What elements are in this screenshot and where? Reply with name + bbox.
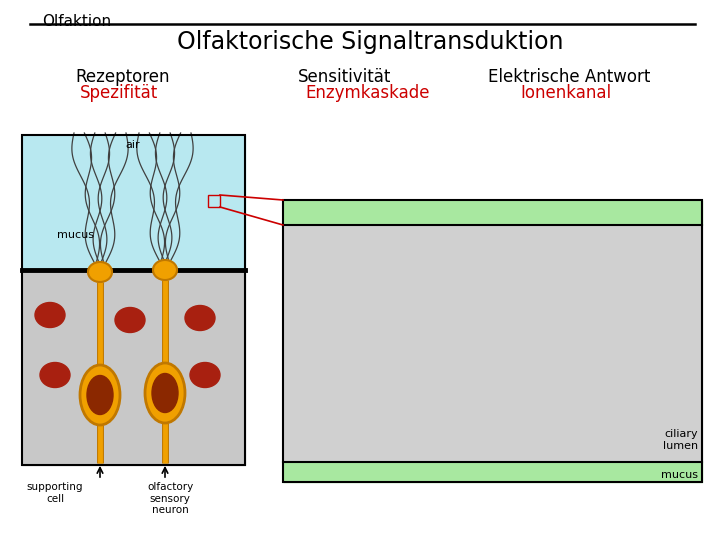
Ellipse shape <box>40 362 70 388</box>
Bar <box>92 264 108 276</box>
Text: Ionenkanal: Ionenkanal <box>520 84 611 102</box>
Bar <box>283 225 702 462</box>
Ellipse shape <box>115 307 145 333</box>
Ellipse shape <box>35 302 65 327</box>
Text: supporting
cell: supporting cell <box>27 482 84 504</box>
Text: ciliary
lumen: ciliary lumen <box>663 429 698 451</box>
Ellipse shape <box>185 306 215 330</box>
Bar <box>22 135 245 465</box>
Text: olfactory
sensory
neuron: olfactory sensory neuron <box>147 482 193 515</box>
Ellipse shape <box>80 365 120 425</box>
Text: Olfaktion: Olfaktion <box>42 14 111 29</box>
Ellipse shape <box>145 363 185 423</box>
Text: mucus: mucus <box>56 230 94 240</box>
Bar <box>283 200 702 225</box>
Bar <box>157 264 173 276</box>
Bar <box>208 195 220 207</box>
Text: Olfaktorische Signaltransduktion: Olfaktorische Signaltransduktion <box>176 30 563 54</box>
Bar <box>22 270 245 465</box>
Text: Sensitivität: Sensitivität <box>298 68 392 86</box>
Ellipse shape <box>190 362 220 388</box>
Text: Elektrische Antwort: Elektrische Antwort <box>488 68 650 86</box>
Ellipse shape <box>153 260 177 280</box>
Bar <box>283 200 702 482</box>
Ellipse shape <box>87 375 113 415</box>
Text: air: air <box>126 140 140 150</box>
Text: mucus: mucus <box>661 470 698 480</box>
Ellipse shape <box>88 262 112 282</box>
Bar <box>22 135 245 270</box>
Ellipse shape <box>152 374 178 413</box>
Bar <box>283 462 702 482</box>
Text: Rezeptoren: Rezeptoren <box>75 68 169 86</box>
Text: Spezifität: Spezifität <box>80 84 158 102</box>
Text: Enzymkaskade: Enzymkaskade <box>305 84 430 102</box>
